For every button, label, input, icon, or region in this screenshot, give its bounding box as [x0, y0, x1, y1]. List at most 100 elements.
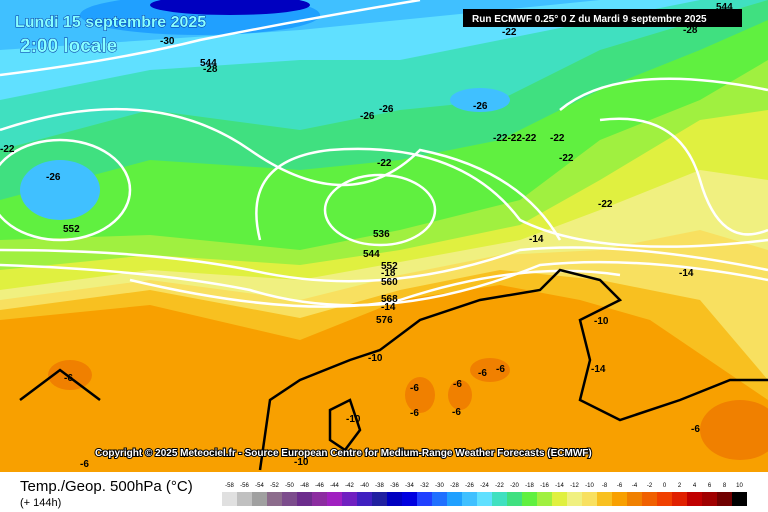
map-label: -26: [473, 101, 488, 112]
map-label: -26: [46, 172, 61, 183]
legend-label: -28: [450, 483, 459, 489]
legend-swatch: [447, 492, 462, 506]
legend-label: -52: [270, 483, 279, 489]
field-patch: [20, 160, 100, 220]
legend-label: -14: [555, 483, 564, 489]
map-label: -22: [559, 153, 574, 164]
legend-label: -50: [285, 483, 294, 489]
map-label: -22: [598, 199, 613, 210]
map-label: -22-22-22: [493, 133, 537, 144]
legend-label: -16: [540, 483, 549, 489]
map-label: -6: [452, 407, 461, 418]
legend-swatch: [537, 492, 552, 506]
legend-swatch: [282, 492, 297, 506]
map-labels: -30544-28-22-26-26-26-22-26552-22-22-22-…: [0, 2, 733, 470]
legend-swatch: [357, 492, 372, 506]
legend-swatch: [612, 492, 627, 506]
map-label: -14: [529, 234, 544, 245]
legend-label: -6: [617, 483, 623, 489]
legend-label: -22: [495, 483, 504, 489]
map-label: -14: [381, 302, 396, 313]
field-patch: [405, 377, 435, 413]
field-patch: [150, 0, 310, 15]
legend-label: -2: [647, 483, 653, 489]
legend-swatch: [477, 492, 492, 506]
legend-swatch: [582, 492, 597, 506]
map-label: -22: [377, 158, 392, 169]
map-label: -14: [679, 268, 694, 279]
legend-label: -32: [420, 483, 429, 489]
legend-swatch: [462, 492, 477, 506]
legend-swatch: [642, 492, 657, 506]
legend-swatch: [552, 492, 567, 506]
map-label: -28: [203, 64, 218, 75]
legend-label: -56: [240, 483, 249, 489]
legend-swatch: [597, 492, 612, 506]
legend-swatch: [672, 492, 687, 506]
map-label: -6: [478, 368, 487, 379]
legend-label: 8: [723, 483, 727, 489]
legend-swatch: [567, 492, 582, 506]
legend-swatch: [252, 492, 267, 506]
legend: -58 -56 -54 -52 -50 -48 -46 -44 -42 -40 -38 -36 -34-…: [222, 483, 747, 506]
legend-label: -36: [390, 483, 399, 489]
legend-swatch: [417, 492, 432, 506]
legend-label: 10: [736, 483, 743, 489]
map-label: 552: [63, 224, 80, 235]
contours: [0, 0, 768, 308]
map-label: 536: [373, 229, 390, 240]
legend-swatch: [387, 492, 402, 506]
legend-label: -46: [315, 483, 324, 489]
map-label: 576: [376, 315, 393, 326]
map-label: -6: [80, 459, 89, 470]
map-label: -14: [591, 364, 606, 375]
legend-swatch: [342, 492, 357, 506]
legend-label: -40: [360, 483, 369, 489]
legend-label: 6: [708, 483, 712, 489]
legend-swatch: [627, 492, 642, 506]
legend-swatch: [267, 492, 282, 506]
map-label: -30: [160, 36, 175, 47]
legend-label: -12: [570, 483, 579, 489]
field-patch: [48, 360, 92, 390]
legend-label: 0: [663, 483, 667, 489]
map-label: -26: [379, 104, 394, 115]
map-label: -10: [346, 414, 361, 425]
run-box: [463, 9, 742, 27]
map-label: 544: [200, 58, 217, 69]
footer-title: Temp./Geop. 500hPa (°C): [20, 478, 193, 495]
map-label: -6: [64, 373, 73, 384]
legend-swatch: [717, 492, 732, 506]
legend-label: -30: [435, 483, 444, 489]
legend-label: -10: [585, 483, 594, 489]
legend-label: -34: [405, 483, 414, 489]
legend-label: -42: [345, 483, 354, 489]
color-fields: [0, 0, 768, 460]
field-patch: [450, 88, 510, 112]
map-label: -18: [381, 268, 396, 279]
map-label: -6: [453, 379, 462, 390]
map-label: -6: [410, 383, 419, 394]
legend-swatch: [657, 492, 672, 506]
legend-swatch: [327, 492, 342, 506]
legend-label: -44: [330, 483, 339, 489]
coastlines: [19, 268, 768, 471]
legend-swatch: [372, 492, 387, 506]
map-label: 552: [381, 261, 398, 272]
legend-swatch: [687, 492, 702, 506]
map-label: 544: [716, 2, 733, 13]
legend-swatch: [297, 492, 312, 506]
legend-label: -38: [375, 483, 384, 489]
map-label: -10: [294, 457, 309, 468]
map-label: -6: [691, 424, 700, 435]
legend-swatch: [402, 492, 417, 506]
map-label: -22: [0, 144, 15, 155]
legend-label: -4: [632, 483, 638, 489]
legend-swatch: [312, 492, 327, 506]
copyright: Copyright © 2025 Meteociel.fr - Source E…: [95, 448, 592, 459]
map-label: -10: [368, 353, 383, 364]
map-label: -6: [496, 364, 505, 375]
legend-label: -54: [255, 483, 264, 489]
legend-label: -18: [525, 483, 534, 489]
